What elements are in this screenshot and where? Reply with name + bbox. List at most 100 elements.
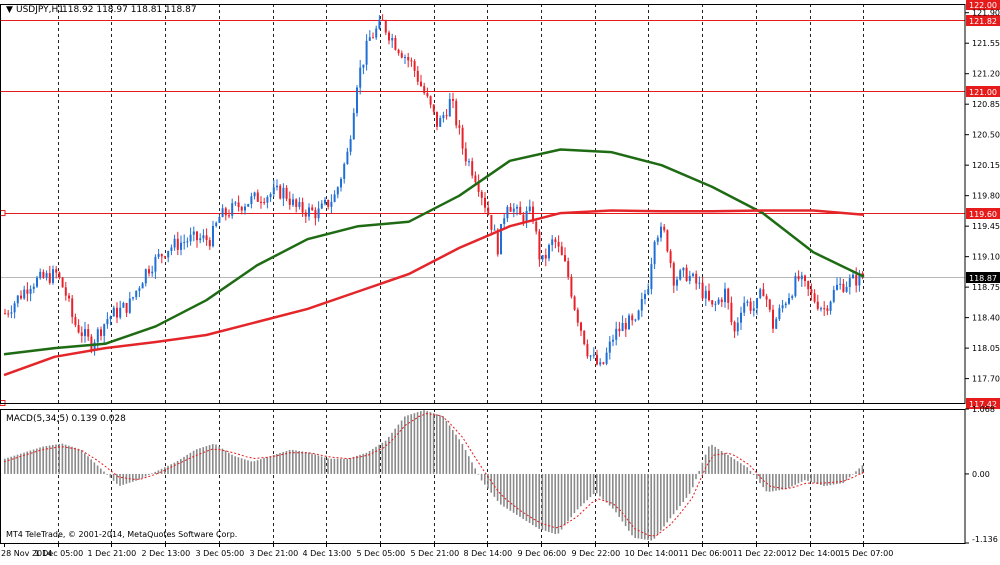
macd-bar — [660, 473, 662, 531]
candle-body — [112, 307, 115, 317]
candle-body — [669, 251, 672, 264]
macd-bar — [474, 468, 476, 474]
macd-bar — [816, 473, 819, 484]
macd-bar — [829, 473, 832, 486]
candle-body — [10, 312, 13, 314]
macd-bar — [666, 473, 668, 523]
time-tick-label: 9 Dec 06:00 — [518, 549, 567, 558]
price-level-tag-label: 122.00 — [969, 1, 997, 10]
candle-body — [554, 239, 557, 242]
macd-bar — [362, 453, 364, 474]
price-level-tag-label: 117.42 — [969, 400, 997, 409]
candle-body — [708, 290, 710, 301]
candle-body — [762, 289, 765, 297]
candle-body — [288, 198, 291, 205]
macd-bar — [736, 461, 739, 474]
candle-body — [570, 276, 573, 297]
macd-bar — [676, 473, 678, 511]
candle-body — [775, 319, 778, 329]
macd-bar — [445, 420, 448, 474]
candle-body — [800, 275, 803, 280]
macd-histogram — [3, 410, 865, 541]
candle-body — [410, 60, 413, 62]
macd-bar — [132, 473, 134, 482]
dropdown-arrow-icon[interactable]: ▼ — [6, 5, 13, 15]
macd-bar — [772, 473, 774, 492]
macd-bar — [788, 473, 790, 488]
macd-bar — [260, 459, 262, 474]
candle-body — [308, 207, 310, 217]
macd-bar — [493, 473, 496, 497]
candle-body — [784, 303, 787, 306]
time-tick-label: 5 Dec 05:00 — [357, 549, 406, 558]
candle-body — [298, 202, 301, 207]
macd-bar — [528, 473, 531, 524]
candle-body — [42, 271, 45, 278]
candle-body — [378, 19, 381, 29]
macd-bar — [586, 473, 588, 501]
macd-bar — [743, 465, 745, 474]
candle-body — [733, 321, 736, 332]
candle-body — [151, 271, 154, 274]
candle-body — [183, 241, 186, 243]
candle-body — [580, 322, 582, 331]
candle-body — [301, 202, 304, 213]
macd-bar — [775, 473, 777, 491]
macd-bar — [375, 446, 377, 474]
macd-bar — [61, 443, 64, 474]
macd-bar — [432, 413, 435, 474]
candle-body — [384, 20, 387, 33]
candle-body — [253, 192, 256, 197]
macd-bar — [266, 457, 268, 474]
macd-bar — [797, 473, 800, 484]
macd-bar — [410, 414, 412, 474]
macd-bar — [151, 473, 153, 475]
level-handle-icon[interactable] — [0, 210, 6, 217]
macd-bar — [621, 473, 624, 522]
candle-body — [429, 96, 432, 105]
candle-body — [688, 275, 691, 281]
macd-bar — [90, 459, 92, 474]
macd-bar — [160, 468, 163, 474]
macd-bar — [93, 462, 96, 474]
candle-body — [375, 28, 378, 38]
candle-body — [768, 299, 771, 310]
candle-body — [208, 240, 211, 247]
macd-bar — [388, 436, 390, 474]
macd-bar — [858, 468, 860, 474]
macd-bar — [106, 473, 108, 475]
time-tick-label: 11 Dec 22:00 — [733, 549, 787, 558]
candle-body — [436, 111, 438, 127]
price-tick-label: 121.55 — [972, 39, 1000, 48]
macd-bar — [96, 465, 99, 474]
macd-bar — [218, 446, 220, 474]
candle-body — [525, 211, 528, 222]
candle-body — [327, 199, 330, 207]
candle-body — [157, 254, 160, 257]
macd-bar — [77, 448, 80, 474]
candle-body — [135, 290, 138, 298]
candle-body — [746, 301, 749, 303]
time-tick-label: 2 Dec 13:00 — [142, 549, 191, 558]
candle-body — [352, 113, 355, 140]
price-tick-label: 119.45 — [972, 222, 1000, 231]
macd-bar — [516, 473, 518, 515]
current-price-tag — [966, 272, 1000, 283]
candle-body — [573, 296, 576, 310]
macd-bar — [637, 473, 640, 539]
candle-body — [237, 202, 240, 208]
moving-averages — [3, 148, 865, 377]
candle-body — [256, 192, 259, 202]
macd-bar — [573, 473, 576, 514]
candle-body — [730, 302, 733, 322]
candle-body — [93, 342, 96, 351]
macd-bar — [55, 444, 57, 474]
candle-body — [368, 37, 371, 41]
candle-body — [356, 87, 358, 114]
macd-bar — [311, 453, 313, 474]
macd-bar — [756, 473, 758, 480]
macd-bar — [791, 473, 793, 487]
macd-bar — [71, 446, 73, 474]
